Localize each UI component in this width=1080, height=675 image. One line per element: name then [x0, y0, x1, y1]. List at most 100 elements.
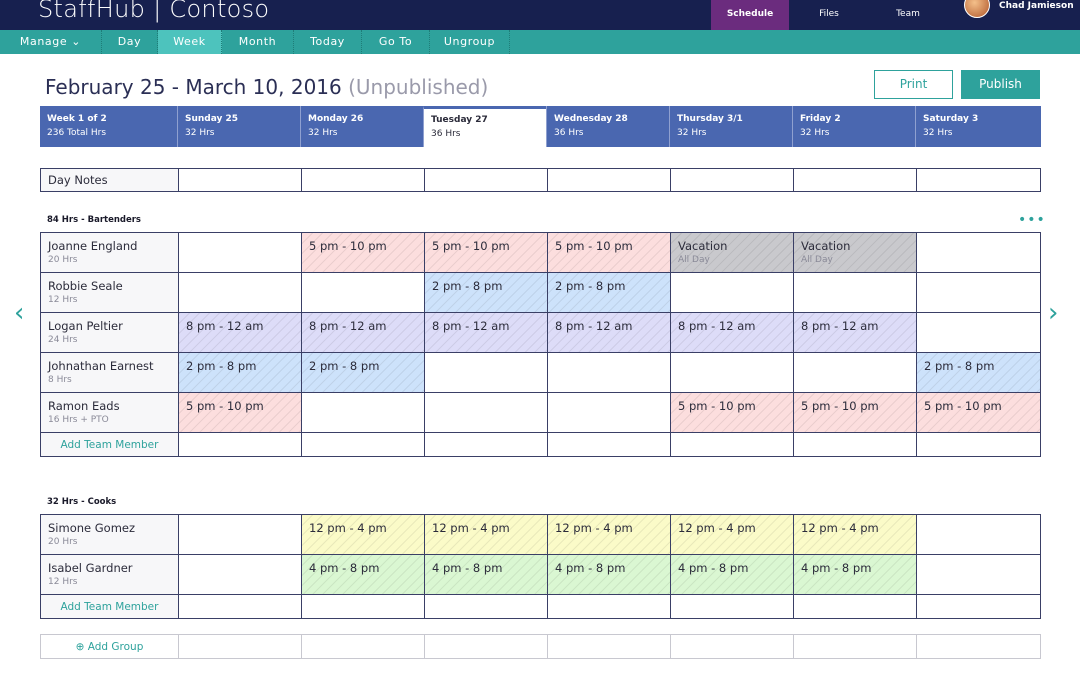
member-name: Ramon Eads [48, 399, 120, 413]
member-cell[interactable]: Johnathan Earnest 8 Hrs [41, 353, 178, 392]
shift-cell[interactable]: 12 pm - 4 pm [793, 514, 916, 554]
nav-today[interactable]: Today [294, 30, 362, 54]
more-options-icon[interactable]: ••• [1018, 212, 1046, 228]
shift-cell[interactable]: 2 pm - 8 pm [547, 273, 670, 312]
nav-go-to[interactable]: Go To [362, 30, 430, 54]
member-cell[interactable]: Isabel Gardner 12 Hrs [41, 554, 178, 594]
nav-month[interactable]: Month [222, 30, 294, 54]
shift-cell[interactable]: Vacation All Day [670, 233, 793, 272]
nav-ungroup[interactable]: Ungroup [430, 30, 510, 54]
shift-time: 12 pm - 4 pm [555, 520, 633, 535]
day-note-cell[interactable] [301, 169, 424, 191]
header-day[interactable]: Sunday 25 32 Hrs [177, 106, 300, 147]
empty-cell[interactable] [916, 233, 1040, 272]
empty-cell[interactable] [916, 313, 1040, 352]
empty-cell[interactable] [916, 554, 1040, 594]
nav-manage[interactable]: Manage ⌄ [0, 30, 102, 54]
header-day[interactable]: Saturday 3 32 Hrs [915, 106, 1039, 147]
shift-cell[interactable]: 5 pm - 10 pm [424, 233, 547, 272]
shift-cell[interactable]: 5 pm - 10 pm [301, 233, 424, 272]
empty-cell[interactable] [916, 273, 1040, 312]
member-name: Logan Peltier [48, 319, 123, 333]
header-day[interactable]: Wednesday 28 36 Hrs [546, 106, 669, 147]
shift-cell[interactable]: 4 pm - 8 pm [301, 554, 424, 594]
shift-cell[interactable]: 2 pm - 8 pm [301, 353, 424, 392]
member-cell[interactable]: Robbie Seale 12 Hrs [41, 273, 178, 312]
shift-cell[interactable]: 8 pm - 12 am [178, 313, 301, 352]
empty-cell[interactable] [301, 273, 424, 312]
tab-schedule[interactable]: Schedule [711, 0, 789, 30]
member-cell[interactable]: Ramon Eads 16 Hrs + PTO [41, 393, 178, 432]
add-team-member-button[interactable]: Add Team Member [41, 433, 178, 456]
empty-cell[interactable] [301, 393, 424, 432]
tab-team[interactable]: Team [896, 9, 920, 19]
day-note-cell[interactable] [547, 169, 670, 191]
view-nav: Manage ⌄ Day Week Month Today Go To Ungroup [0, 30, 1080, 54]
shift-cell[interactable]: 8 pm - 12 am [424, 313, 547, 352]
previous-week-arrow-icon[interactable]: ‹ [14, 298, 25, 328]
empty-cell[interactable] [178, 273, 301, 312]
shift-cell[interactable]: 2 pm - 8 pm [178, 353, 301, 392]
shift-cell[interactable]: 4 pm - 8 pm [547, 554, 670, 594]
empty-cell[interactable] [424, 353, 547, 392]
shift-cell[interactable]: 4 pm - 8 pm [670, 554, 793, 594]
shift-cell[interactable]: 4 pm - 8 pm [793, 554, 916, 594]
shift-cell[interactable]: 5 pm - 10 pm [547, 233, 670, 272]
day-note-cell[interactable] [178, 169, 301, 191]
shift-cell[interactable]: 5 pm - 10 pm [916, 393, 1040, 432]
day-note-cell[interactable] [424, 169, 547, 191]
empty-cell[interactable] [547, 353, 670, 392]
nav-week[interactable]: Week [158, 30, 222, 54]
member-cell[interactable]: Simone Gomez 20 Hrs [41, 514, 178, 554]
shift-cell[interactable]: 2 pm - 8 pm [424, 273, 547, 312]
add-team-member-button[interactable]: Add Team Member [41, 594, 178, 618]
shift-cell[interactable]: 2 pm - 8 pm [916, 353, 1040, 392]
header-day[interactable]: Monday 26 32 Hrs [300, 106, 423, 147]
empty-cell [916, 594, 1040, 618]
next-week-arrow-icon[interactable]: › [1048, 298, 1059, 328]
shift-cell[interactable]: 5 pm - 10 pm [178, 393, 301, 432]
shift-cell[interactable]: Vacation All Day [793, 233, 916, 272]
empty-cell[interactable] [178, 554, 301, 594]
header-day[interactable]: Thursday 3/1 32 Hrs [669, 106, 792, 147]
shift-cell[interactable]: 5 pm - 10 pm [670, 393, 793, 432]
member-cell[interactable]: Joanne England 20 Hrs [41, 233, 178, 272]
empty-cell[interactable] [670, 273, 793, 312]
user-menu[interactable]: Chad Jamieson [964, 0, 1080, 30]
shift-cell[interactable]: 12 pm - 4 pm [301, 514, 424, 554]
day-note-cell[interactable] [916, 169, 1040, 191]
print-button[interactable]: Print [874, 70, 953, 99]
add-group-row: ⊕ Add Group [40, 634, 1041, 659]
empty-cell[interactable] [178, 233, 301, 272]
empty-cell[interactable] [178, 514, 301, 554]
shift-cell[interactable]: 12 pm - 4 pm [547, 514, 670, 554]
nav-day[interactable]: Day [102, 30, 158, 54]
empty-cell[interactable] [793, 273, 916, 312]
empty-cell[interactable] [547, 393, 670, 432]
publish-button[interactable]: Publish [961, 70, 1040, 99]
member-cell[interactable]: Logan Peltier 24 Hrs [41, 313, 178, 352]
empty-cell[interactable] [670, 353, 793, 392]
empty-cell[interactable] [424, 393, 547, 432]
add-group-button[interactable]: ⊕ Add Group [41, 635, 178, 658]
empty-cell[interactable] [916, 514, 1040, 554]
empty-cell [178, 635, 301, 658]
tab-files[interactable]: Files [819, 9, 839, 19]
shift-cell[interactable]: 4 pm - 8 pm [424, 554, 547, 594]
day-note-cell[interactable] [793, 169, 916, 191]
shift-cell[interactable]: 5 pm - 10 pm [793, 393, 916, 432]
header-day[interactable]: Week 1 of 2 236 Total Hrs [40, 106, 177, 147]
header-day[interactable]: Friday 2 32 Hrs [792, 106, 915, 147]
shift-cell[interactable]: 12 pm - 4 pm [424, 514, 547, 554]
empty-cell[interactable] [793, 353, 916, 392]
shift-cell[interactable]: 8 pm - 12 am [547, 313, 670, 352]
table-row: Isabel Gardner 12 Hrs 4 pm - 8 pm 4 pm - 8 … [41, 554, 1040, 595]
shift-cell[interactable]: 12 pm - 4 pm [670, 514, 793, 554]
header-day[interactable]: Tuesday 27 36 Hrs [423, 106, 546, 147]
empty-cell [793, 433, 916, 456]
shift-cell[interactable]: 8 pm - 12 am [301, 313, 424, 352]
shift-cell[interactable]: 8 pm - 12 am [670, 313, 793, 352]
shift-cell[interactable]: 8 pm - 12 am [793, 313, 916, 352]
day-note-cell[interactable] [670, 169, 793, 191]
empty-cell [916, 433, 1040, 456]
